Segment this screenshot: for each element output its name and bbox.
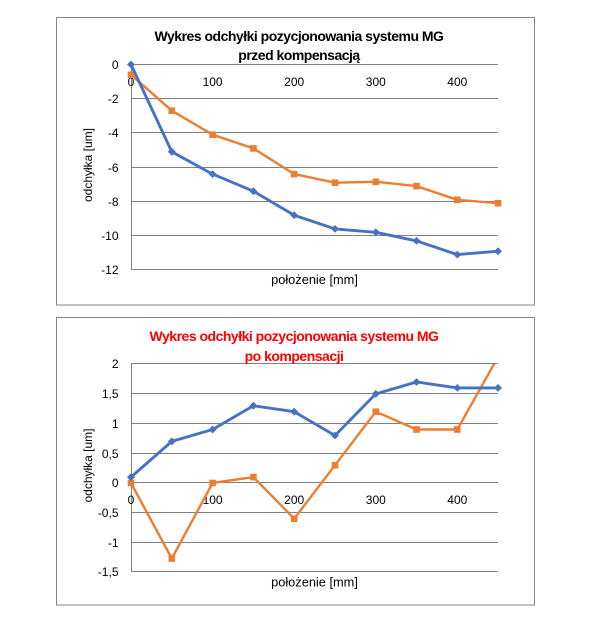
svg-text:po kompensacji: po kompensacji — [245, 348, 344, 364]
svg-text:400: 400 — [447, 75, 467, 89]
svg-text:1: 1 — [112, 417, 119, 431]
svg-text:100: 100 — [203, 493, 223, 507]
svg-text:0: 0 — [112, 58, 119, 72]
svg-text:300: 300 — [366, 493, 386, 507]
svg-text:przed kompensacją: przed kompensacją — [238, 47, 360, 63]
svg-text:położenie [mm]: położenie [mm] — [271, 575, 358, 590]
svg-text:200: 200 — [284, 75, 304, 89]
svg-text:300: 300 — [366, 75, 386, 89]
svg-text:200: 200 — [284, 493, 304, 507]
svg-text:-1: -1 — [108, 536, 119, 550]
svg-text:400: 400 — [447, 493, 467, 507]
svg-text:0: 0 — [128, 493, 135, 507]
svg-text:0: 0 — [128, 75, 135, 89]
svg-text:położenie [mm]: położenie [mm] — [271, 272, 358, 287]
svg-text:0: 0 — [112, 476, 119, 490]
svg-text:0,5: 0,5 — [102, 447, 119, 461]
svg-text:2: 2 — [112, 357, 119, 371]
svg-text:-2: -2 — [108, 92, 119, 106]
svg-text:-0,5: -0,5 — [98, 506, 119, 520]
svg-text:-10: -10 — [101, 229, 119, 243]
svg-text:Wykres odchyłki pozycjonowania: Wykres odchyłki pozycjonowania systemu M… — [155, 28, 444, 44]
svg-text:1,5: 1,5 — [102, 387, 119, 401]
svg-text:-12: -12 — [101, 263, 119, 277]
svg-text:-4: -4 — [108, 126, 119, 140]
svg-text:Wykres odchyłki pozycjonowania: Wykres odchyłki pozycjonowania systemu M… — [150, 328, 439, 344]
svg-text:odchyłka [um]: odchyłka [um] — [81, 128, 95, 202]
svg-text:-6: -6 — [108, 161, 119, 175]
svg-text:100: 100 — [203, 75, 223, 89]
svg-text:-8: -8 — [108, 195, 119, 209]
svg-text:odchyłka [um]: odchyłka [um] — [81, 428, 95, 502]
svg-text:-1,5: -1,5 — [98, 565, 119, 579]
